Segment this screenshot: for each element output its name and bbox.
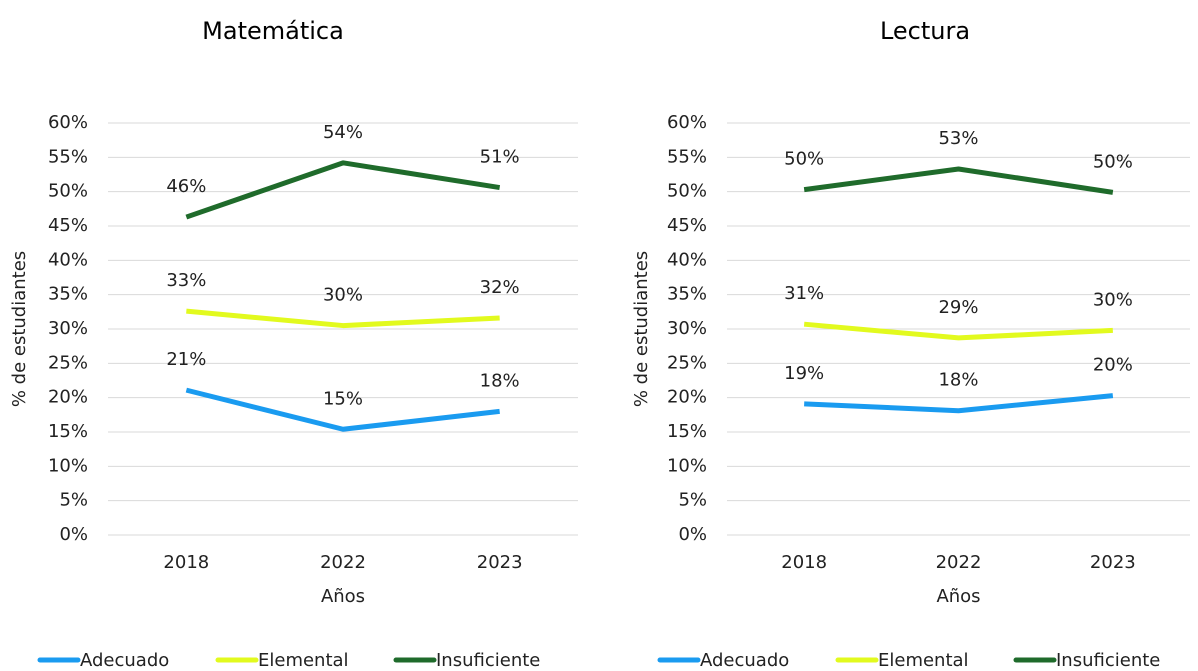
- y-tick-label: 10%: [667, 455, 707, 476]
- data-label: 32%: [480, 277, 520, 298]
- legend-label: Insuficiente: [1056, 650, 1160, 671]
- y-tick-label: 55%: [667, 146, 707, 167]
- series-line: [185, 160, 501, 220]
- y-tick-label: 15%: [667, 421, 707, 442]
- x-tick-label: 2022: [320, 552, 366, 573]
- data-label: 15%: [323, 388, 363, 409]
- legend-label: Elemental: [878, 650, 969, 671]
- y-tick-label: 50%: [48, 181, 88, 202]
- x-tick-label: 2023: [1090, 552, 1136, 573]
- data-label: 18%: [938, 370, 978, 391]
- y-tick-label: 15%: [48, 421, 88, 442]
- data-label: 30%: [1093, 289, 1133, 310]
- x-axis-label: Años: [321, 586, 365, 607]
- data-label: 21%: [166, 349, 206, 370]
- y-tick-label: 35%: [48, 284, 88, 305]
- y-tick-label: 25%: [667, 352, 707, 373]
- data-label: 53%: [938, 128, 978, 149]
- series-line: [804, 393, 1114, 414]
- y-tick-label: 5%: [678, 490, 707, 511]
- y-tick-label: 10%: [48, 455, 88, 476]
- chart-title: Lectura: [880, 17, 970, 45]
- y-tick-label: 60%: [48, 112, 88, 133]
- legend-label: Adecuado: [700, 650, 789, 671]
- y-axis-label: % de estudiantes: [9, 251, 30, 407]
- data-label: 30%: [323, 285, 363, 306]
- y-tick-label: 50%: [667, 181, 707, 202]
- y-tick-label: 5%: [59, 490, 88, 511]
- y-tick-label: 45%: [667, 215, 707, 236]
- x-axis-label: Años: [936, 586, 980, 607]
- series-line: [185, 387, 500, 432]
- data-label: 19%: [784, 363, 824, 384]
- x-tick-label: 2023: [477, 552, 523, 573]
- data-label: 20%: [1093, 355, 1133, 376]
- series-line: [186, 308, 500, 329]
- y-tick-label: 25%: [48, 352, 88, 373]
- y-tick-label: 20%: [48, 387, 88, 408]
- data-label: 29%: [938, 297, 978, 318]
- y-tick-label: 0%: [678, 524, 707, 545]
- data-label: 50%: [784, 149, 824, 170]
- data-label: 33%: [166, 270, 206, 291]
- legend-label: Adecuado: [80, 650, 169, 671]
- data-label: 46%: [166, 176, 206, 197]
- x-tick-label: 2018: [163, 552, 209, 573]
- y-tick-label: 30%: [667, 318, 707, 339]
- y-tick-label: 20%: [667, 387, 707, 408]
- y-tick-label: 40%: [48, 249, 88, 270]
- y-axis-label: % de estudiantes: [631, 251, 652, 407]
- data-label: 50%: [1093, 151, 1133, 172]
- y-tick-label: 30%: [48, 318, 88, 339]
- data-label: 54%: [323, 122, 363, 143]
- y-tick-label: 60%: [667, 112, 707, 133]
- series-line: [803, 166, 1114, 195]
- data-label: 18%: [480, 370, 520, 391]
- data-label: 31%: [784, 283, 824, 304]
- data-label: 51%: [480, 147, 520, 168]
- y-tick-label: 45%: [48, 215, 88, 236]
- series-line: [803, 321, 1113, 341]
- legend-label: Elemental: [258, 650, 349, 671]
- x-tick-label: 2018: [781, 552, 827, 573]
- y-tick-label: 40%: [667, 249, 707, 270]
- x-tick-label: 2022: [936, 552, 982, 573]
- chart-title: Matemática: [202, 17, 344, 45]
- y-tick-label: 55%: [48, 146, 88, 167]
- y-tick-label: 0%: [59, 524, 88, 545]
- y-tick-label: 35%: [667, 284, 707, 305]
- legend-label: Insuficiente: [436, 650, 540, 671]
